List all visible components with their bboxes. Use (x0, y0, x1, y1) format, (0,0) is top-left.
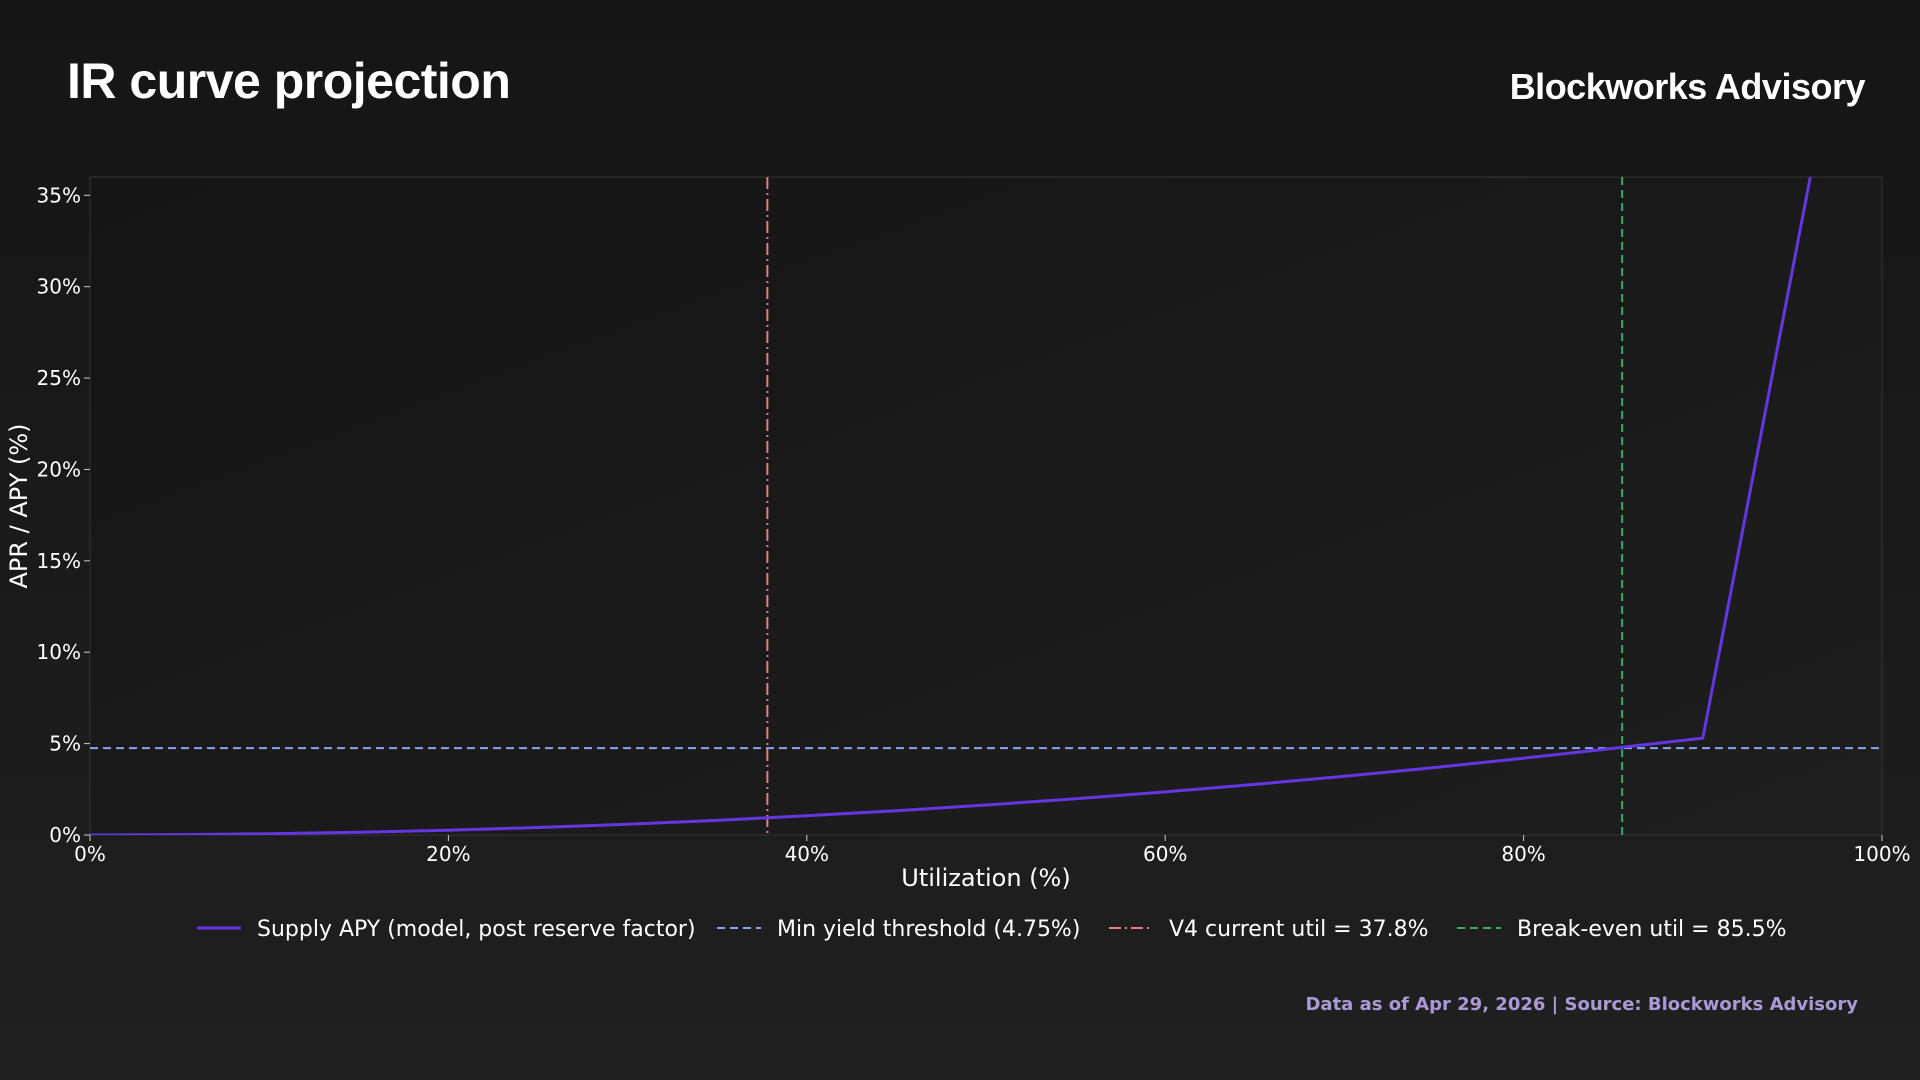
x-tick-label: 80% (1501, 842, 1545, 866)
y-tick-label: 10% (37, 640, 81, 664)
plot-area (89, 176, 1883, 836)
source-note: Data as of Apr 29, 2026 | Source: Blockw… (1305, 994, 1858, 1015)
reference-lines (90, 177, 1882, 835)
x-tick-label: 0% (74, 842, 106, 866)
axes: 0% 20% 40% 60% 80% 100% 0% 5% 10% 15% 20% 25% 30% 35% (37, 183, 1911, 866)
y-tick-label: 15% (37, 549, 81, 573)
x-axis-label: Utilization (%) (901, 864, 1070, 892)
y-tick-label: 35% (37, 183, 81, 207)
page-title: IR curve projection (67, 53, 511, 109)
x-tick-label: 100% (1853, 842, 1910, 866)
y-tick-label: 25% (37, 366, 81, 390)
x-tick-label: 20% (426, 842, 470, 866)
x-tick-label: 40% (785, 842, 829, 866)
series-layer (90, 177, 1812, 835)
y-tick-label: 20% (37, 457, 81, 481)
y-axis-label: APR / APY (%) (5, 423, 33, 588)
legend-label: Break-even util = 85.5% (1517, 917, 1786, 942)
brand-logo-text: Blockworks Advisory (1509, 66, 1866, 107)
legend: Supply APY (model, post reserve factor) M… (197, 917, 1786, 942)
legend-label: Min yield threshold (4.75%) (777, 917, 1080, 942)
x-tick-label: 60% (1143, 842, 1187, 866)
legend-label: V4 current util = 37.8% (1169, 917, 1429, 942)
y-tick-label: 30% (37, 275, 81, 299)
supply-apy-series-line (90, 177, 1812, 835)
legend-label: Supply APY (model, post reserve factor) (257, 917, 696, 942)
y-tick-label: 5% (49, 732, 81, 756)
y-tick-label: 0% (49, 823, 81, 847)
